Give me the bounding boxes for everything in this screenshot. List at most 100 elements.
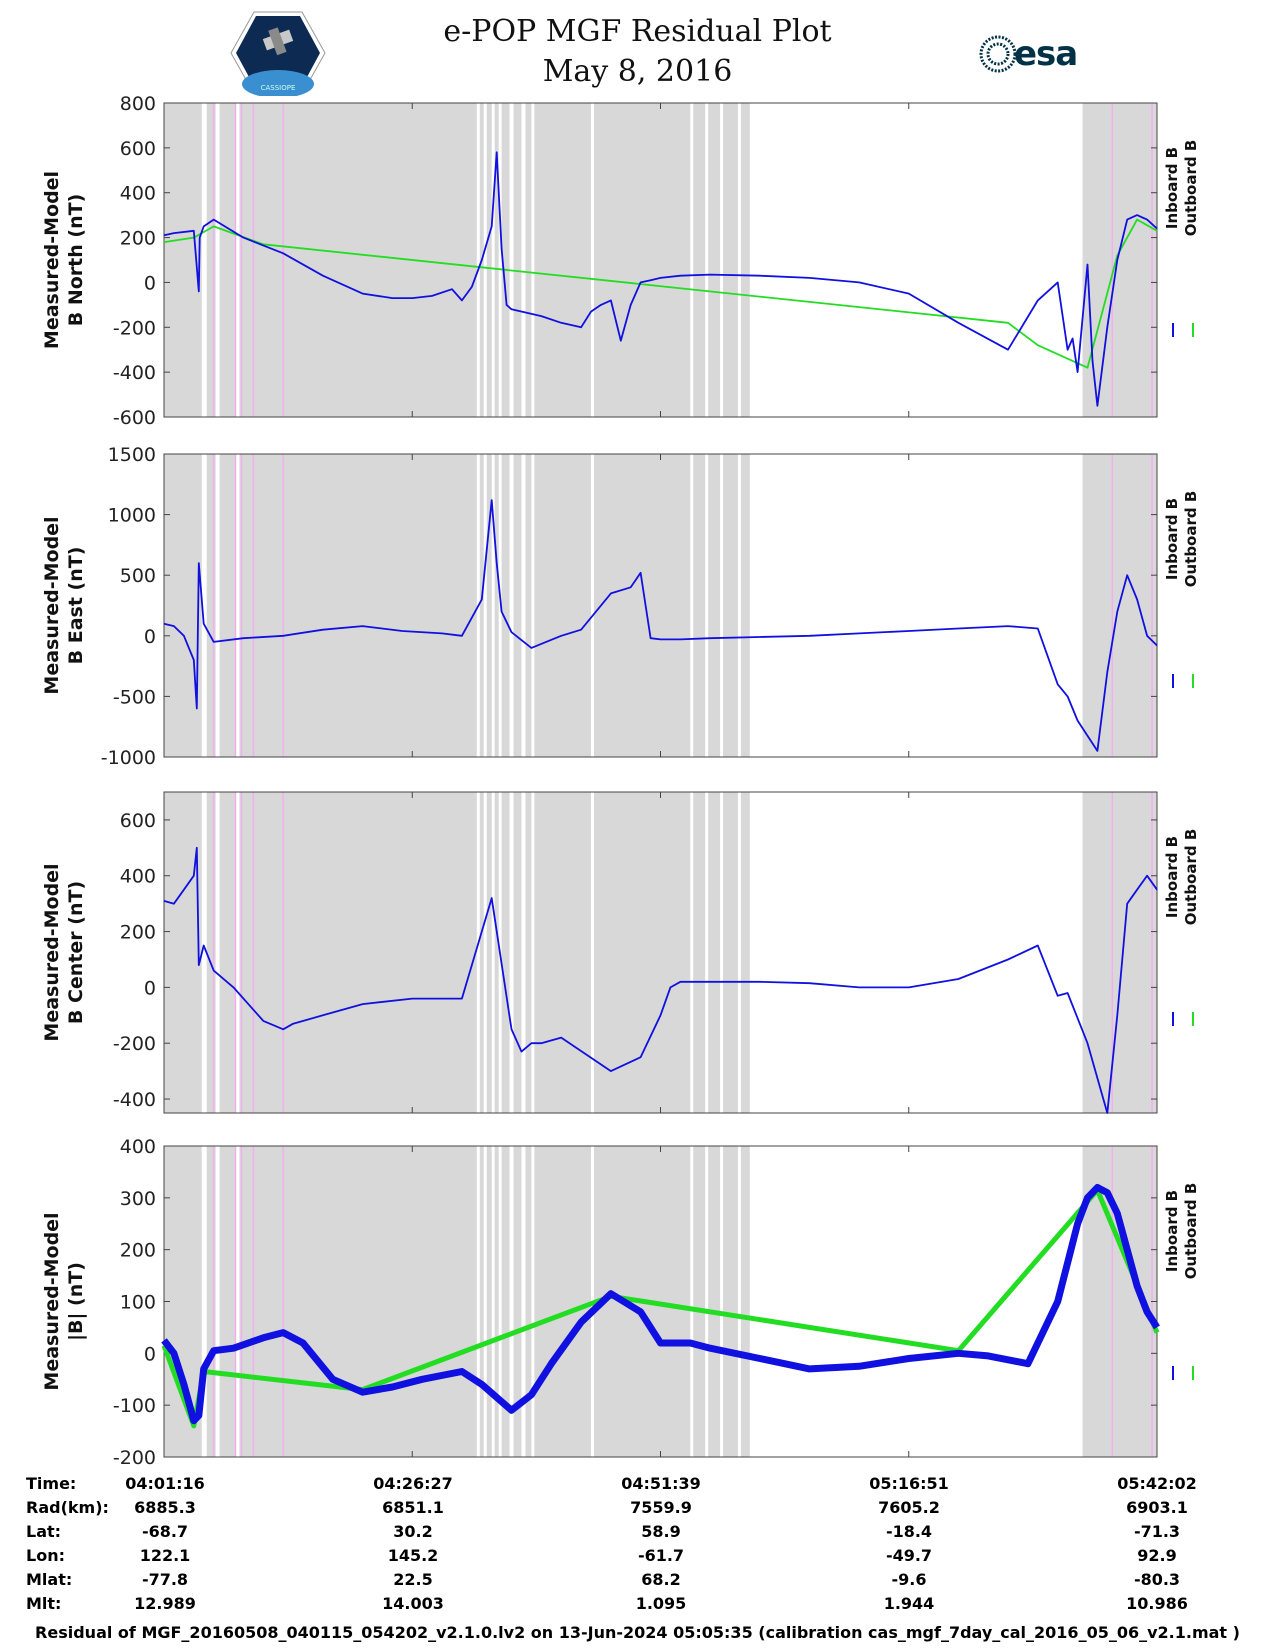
y-axis-label: Measured-Model B Center (nT) [41,863,87,1041]
table-cell: -80.3 [1134,1570,1180,1589]
legend: Inboard BOutboard B [1163,1183,1200,1280]
y-tick-label: 600 [120,810,156,832]
footer-caption: Residual of MGF_20160508_040115_054202_v… [35,1623,1240,1642]
legend-inboard-label: Inboard B [1163,836,1181,918]
y-tick-label: 100 [120,1292,156,1314]
panel-b-magnitude: 400 300 200 100 0 -100 -200 Measured-Model |B| (… [41,1136,1200,1469]
data-gap [849,103,853,417]
data-gap [509,1146,514,1457]
table-cell: 10.986 [1126,1594,1188,1613]
data-gap [849,792,853,1113]
y-tick-label: 400 [120,183,156,205]
data-gap [483,792,487,1113]
data-gap [498,103,502,417]
y-tick-label: 0 [144,977,156,999]
panel-b-east: 1500 1000 500 0 -500 -1000 Measured-Model B Eas… [41,444,1200,769]
plot-title: e-POP MGF Residual Plot [443,14,832,49]
data-gap [749,454,753,757]
table-cell: -71.3 [1134,1522,1180,1541]
y-tick-label: 200 [120,1240,156,1262]
table-cell: 92.9 [1137,1546,1176,1565]
table-cell: 122.1 [140,1546,191,1565]
y-axis-label-line1: Measured-Model [41,863,63,1041]
data-gap [849,1146,853,1457]
table-row-label: Mlt: [26,1594,61,1613]
data-gap [201,103,207,417]
table-cell: -18.4 [886,1522,932,1541]
y-axis-label-line2: B North (nT) [65,194,87,327]
data-gap [720,792,724,1113]
y-axis-label-line2: |B| (nT) [65,1262,87,1341]
y-tick-label: 1000 [108,505,156,527]
data-gap [764,792,768,1113]
table-cell: -9.6 [892,1570,927,1589]
data-gap [215,1146,220,1457]
esa-logo-mark [979,35,1017,73]
data-gap [509,792,514,1113]
cassiope-logo-text: CASSIOPE [261,84,296,92]
data-gap [1042,454,1046,757]
data-gap [705,454,709,757]
data-gap [764,454,768,757]
data-gap [819,792,823,1113]
table-cell: 145.2 [388,1546,439,1565]
data-gap [819,103,823,417]
data-gap [948,103,952,417]
table-cell: -49.7 [886,1546,932,1565]
data-gap [509,103,514,417]
data-gap [215,792,220,1113]
table-cell: 04:51:39 [621,1474,701,1493]
legend-outboard-label: Outboard B [1182,1183,1200,1280]
table-cell: 04:01:16 [125,1474,205,1493]
y-axis-label-line2: B East (nT) [65,547,87,665]
table-row-label: Time: [26,1474,76,1493]
data-gap [491,103,495,417]
data-gap [201,792,207,1113]
data-gap [235,1146,240,1457]
panel-b-center: 600 400 200 0 -200 -400 Measured-Model B Center… [41,791,1200,1114]
data-gap [509,454,514,757]
legend: Inboard BOutboard B [1163,140,1200,237]
data-gap [859,103,863,417]
y-tick-label: 800 [120,93,156,115]
table-cell: 58.9 [641,1522,680,1541]
data-gap [873,103,877,417]
data-gap [476,103,480,417]
y-axis-label: Measured-Model B North (nT) [41,171,87,349]
table-cell: 22.5 [393,1570,432,1589]
legend: Inboard BOutboard B [1163,829,1200,926]
table-cell: 12.989 [134,1594,196,1613]
data-gap [737,103,741,417]
data-gap [201,1146,207,1457]
data-gap [590,103,594,417]
legend-inboard-label: Inboard B [1163,147,1181,229]
data-gap [749,1146,753,1457]
data-gap [1042,1146,1046,1457]
data-gap [491,454,495,757]
legend-inboard-label: Inboard B [1163,1190,1181,1272]
y-axis-label-line1: Measured-Model [41,516,63,694]
table-cell: -68.7 [142,1522,188,1541]
table-row-label: Lon: [26,1546,65,1565]
data-gap [521,103,526,417]
table-cell: -61.7 [638,1546,684,1565]
data-gap [491,1146,495,1457]
table-cell: 04:26:27 [373,1474,453,1493]
data-gap [483,454,487,757]
y-tick-label: 0 [144,626,156,648]
series-inboard-b [163,151,1158,407]
data-gap-block [749,454,1083,757]
table-row-label: Mlat: [26,1570,72,1589]
esa-logo-text: esa [1014,34,1078,74]
table-cell: 6885.3 [134,1498,196,1517]
data-gap [720,454,724,757]
data-gap [235,792,240,1113]
legend-outboard-label: Outboard B [1182,491,1200,588]
data-gap [948,1146,952,1457]
data-gap [590,454,594,757]
data-gap [779,454,783,757]
cassiope-logo: CASSIOPE [230,11,326,96]
y-tick-label: 400 [120,866,156,888]
data-gap [779,792,783,1113]
data-gap [531,792,535,1113]
